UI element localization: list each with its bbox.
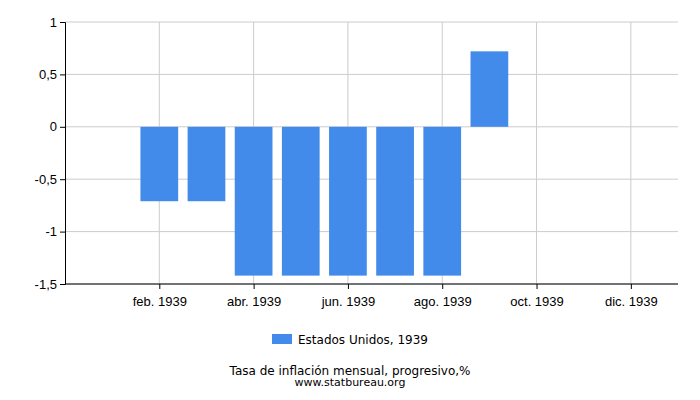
y-tick: -0,5 xyxy=(35,172,65,187)
x-tick-mark xyxy=(159,284,160,289)
grid xyxy=(65,22,678,284)
x-tick-mark xyxy=(254,284,255,289)
bar xyxy=(471,51,509,126)
bar xyxy=(188,127,226,201)
x-axis-line xyxy=(65,284,678,285)
y-tick-mark xyxy=(60,127,65,128)
x-tick: oct. 1939 xyxy=(510,284,564,309)
y-tick-label: -0,5 xyxy=(35,172,57,187)
grid-line xyxy=(65,74,678,75)
grid-line xyxy=(65,22,678,23)
x-tick-label: jun. 1939 xyxy=(321,294,376,309)
x-tick-mark xyxy=(442,284,443,289)
bar xyxy=(235,127,273,276)
x-tick-label: ago. 1939 xyxy=(414,294,472,309)
legend-label: Estados Unidos, 1939 xyxy=(298,333,428,347)
x-tick: abr. 1939 xyxy=(227,284,281,309)
grid-line xyxy=(65,231,678,232)
y-tick-label: 0 xyxy=(50,119,57,134)
y-axis-line xyxy=(60,23,66,285)
x-axis: feb. 1939 abr. 1939 jun. 1939 ago. 1939 oct.… xyxy=(65,284,678,309)
y-tick-mark xyxy=(60,232,65,233)
y-tick: -1 xyxy=(45,224,65,239)
bar xyxy=(140,127,178,201)
x-tick-mark xyxy=(537,284,538,289)
bar xyxy=(329,127,367,276)
y-axis: -1,5 -1 -0,5 0 0,5 1 xyxy=(35,15,66,292)
subtitle: www.statbureau.org xyxy=(295,376,406,389)
bar xyxy=(282,127,320,276)
y-tick: -1,5 xyxy=(35,277,65,292)
legend: Estados Unidos, 1939 xyxy=(272,333,428,347)
x-tick: dic. 1939 xyxy=(605,284,658,309)
x-tick-mark xyxy=(348,284,349,289)
x-tick-label: feb. 1939 xyxy=(133,294,187,309)
x-tick-mark xyxy=(631,284,632,289)
bars xyxy=(140,51,508,275)
x-tick: feb. 1939 xyxy=(133,284,187,309)
grid-line xyxy=(65,284,678,285)
y-tick: 0,5 xyxy=(39,67,65,82)
x-tick-label: abr. 1939 xyxy=(227,294,281,309)
y-tick-mark xyxy=(60,284,65,285)
y-tick-label: -1,5 xyxy=(35,277,57,292)
bar xyxy=(376,127,414,276)
y-tick-label: -1 xyxy=(45,224,57,239)
grid-line xyxy=(630,22,631,284)
x-tick-label: oct. 1939 xyxy=(510,294,564,309)
legend-swatch xyxy=(272,334,292,344)
y-tick: 1 xyxy=(50,15,65,30)
y-tick-mark xyxy=(60,22,65,23)
legend-item: Estados Unidos, 1939 xyxy=(272,333,428,347)
y-tick-label: 1 xyxy=(50,15,57,30)
y-tick-mark xyxy=(60,179,65,180)
chart: -1,5 -1 -0,5 0 0,5 1 feb. 1939 abr. 1939 jun. 19… xyxy=(0,0,700,400)
y-tick-label: 0,5 xyxy=(39,67,57,82)
y-tick: 0 xyxy=(50,119,65,134)
y-tick-mark xyxy=(60,74,65,75)
grid-line xyxy=(536,22,537,284)
bar xyxy=(423,127,461,276)
x-tick-label: dic. 1939 xyxy=(605,294,658,309)
x-tick: jun. 1939 xyxy=(321,284,376,309)
x-tick: ago. 1939 xyxy=(414,284,472,309)
